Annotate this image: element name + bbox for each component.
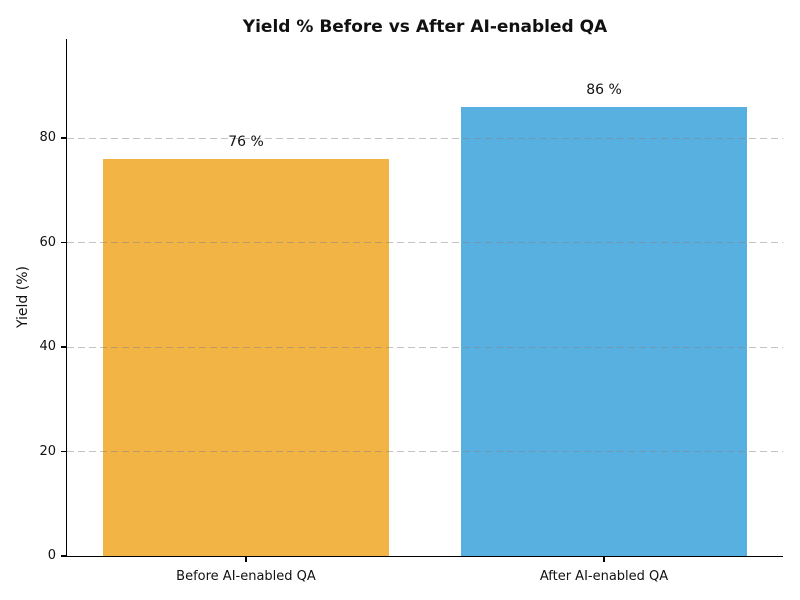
- bar-before-ai-enabled-qa: [102, 159, 390, 556]
- y-tick-label: 20: [39, 443, 56, 459]
- bar-after-ai-enabled-qa: [460, 106, 748, 556]
- y-tick-label: 0: [47, 548, 56, 563]
- y-tick-mark: [60, 346, 67, 348]
- x-tick-mark: [245, 556, 247, 562]
- bar-value-label: 76 %: [228, 134, 264, 151]
- gridline-20: [67, 451, 783, 453]
- chart-title: Yield % Before vs After AI-enabled QA: [242, 17, 608, 37]
- bar-value-label: 86 %: [586, 81, 622, 98]
- gridline-60: [67, 242, 783, 244]
- x-tick-label: Before AI-enabled QA: [176, 569, 316, 584]
- y-tick-label: 60: [39, 234, 56, 250]
- y-tick-mark: [60, 555, 67, 557]
- y-axis-label: Yield (%): [15, 266, 31, 329]
- gridline-80: [67, 137, 783, 139]
- y-tick-mark: [60, 241, 67, 244]
- y-tick-mark: [60, 450, 67, 453]
- y-axis-spine: [65, 39, 68, 557]
- x-axis-spine: [65, 555, 783, 558]
- x-tick-mark: [603, 556, 605, 562]
- gridline-40: [67, 346, 783, 348]
- y-tick-label: 40: [39, 339, 56, 355]
- y-tick-label: 80: [39, 130, 56, 146]
- x-tick-label: After AI-enabled QA: [539, 569, 669, 584]
- y-tick-mark: [60, 137, 67, 140]
